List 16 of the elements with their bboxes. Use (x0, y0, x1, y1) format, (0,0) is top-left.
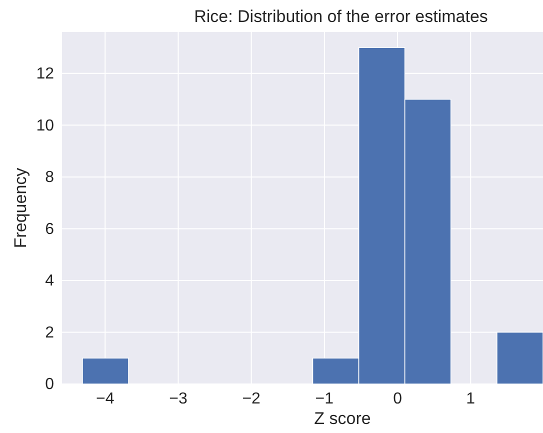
x-tick-label: −4 (96, 390, 114, 408)
y-axis-title: Frequency (11, 167, 30, 248)
y-tick-label: 12 (36, 66, 54, 83)
y-tick-label: 10 (36, 117, 54, 134)
x-tick-label: −1 (315, 390, 334, 408)
x-tick-label: 0 (393, 390, 402, 408)
x-tick-label: 1 (466, 390, 476, 408)
y-tick-label: 6 (45, 220, 54, 238)
chart-title: Rice: Distribution of the error estimates (194, 7, 488, 26)
x-tick-label: −2 (242, 390, 261, 408)
y-tick-label: 0 (45, 376, 54, 394)
y-tick-label: 2 (45, 324, 54, 342)
x-axis-title: Z score (314, 409, 371, 428)
x-tick-label: −3 (169, 390, 188, 408)
y-tick-label: 8 (45, 169, 54, 186)
y-tick-label: 4 (45, 272, 54, 290)
